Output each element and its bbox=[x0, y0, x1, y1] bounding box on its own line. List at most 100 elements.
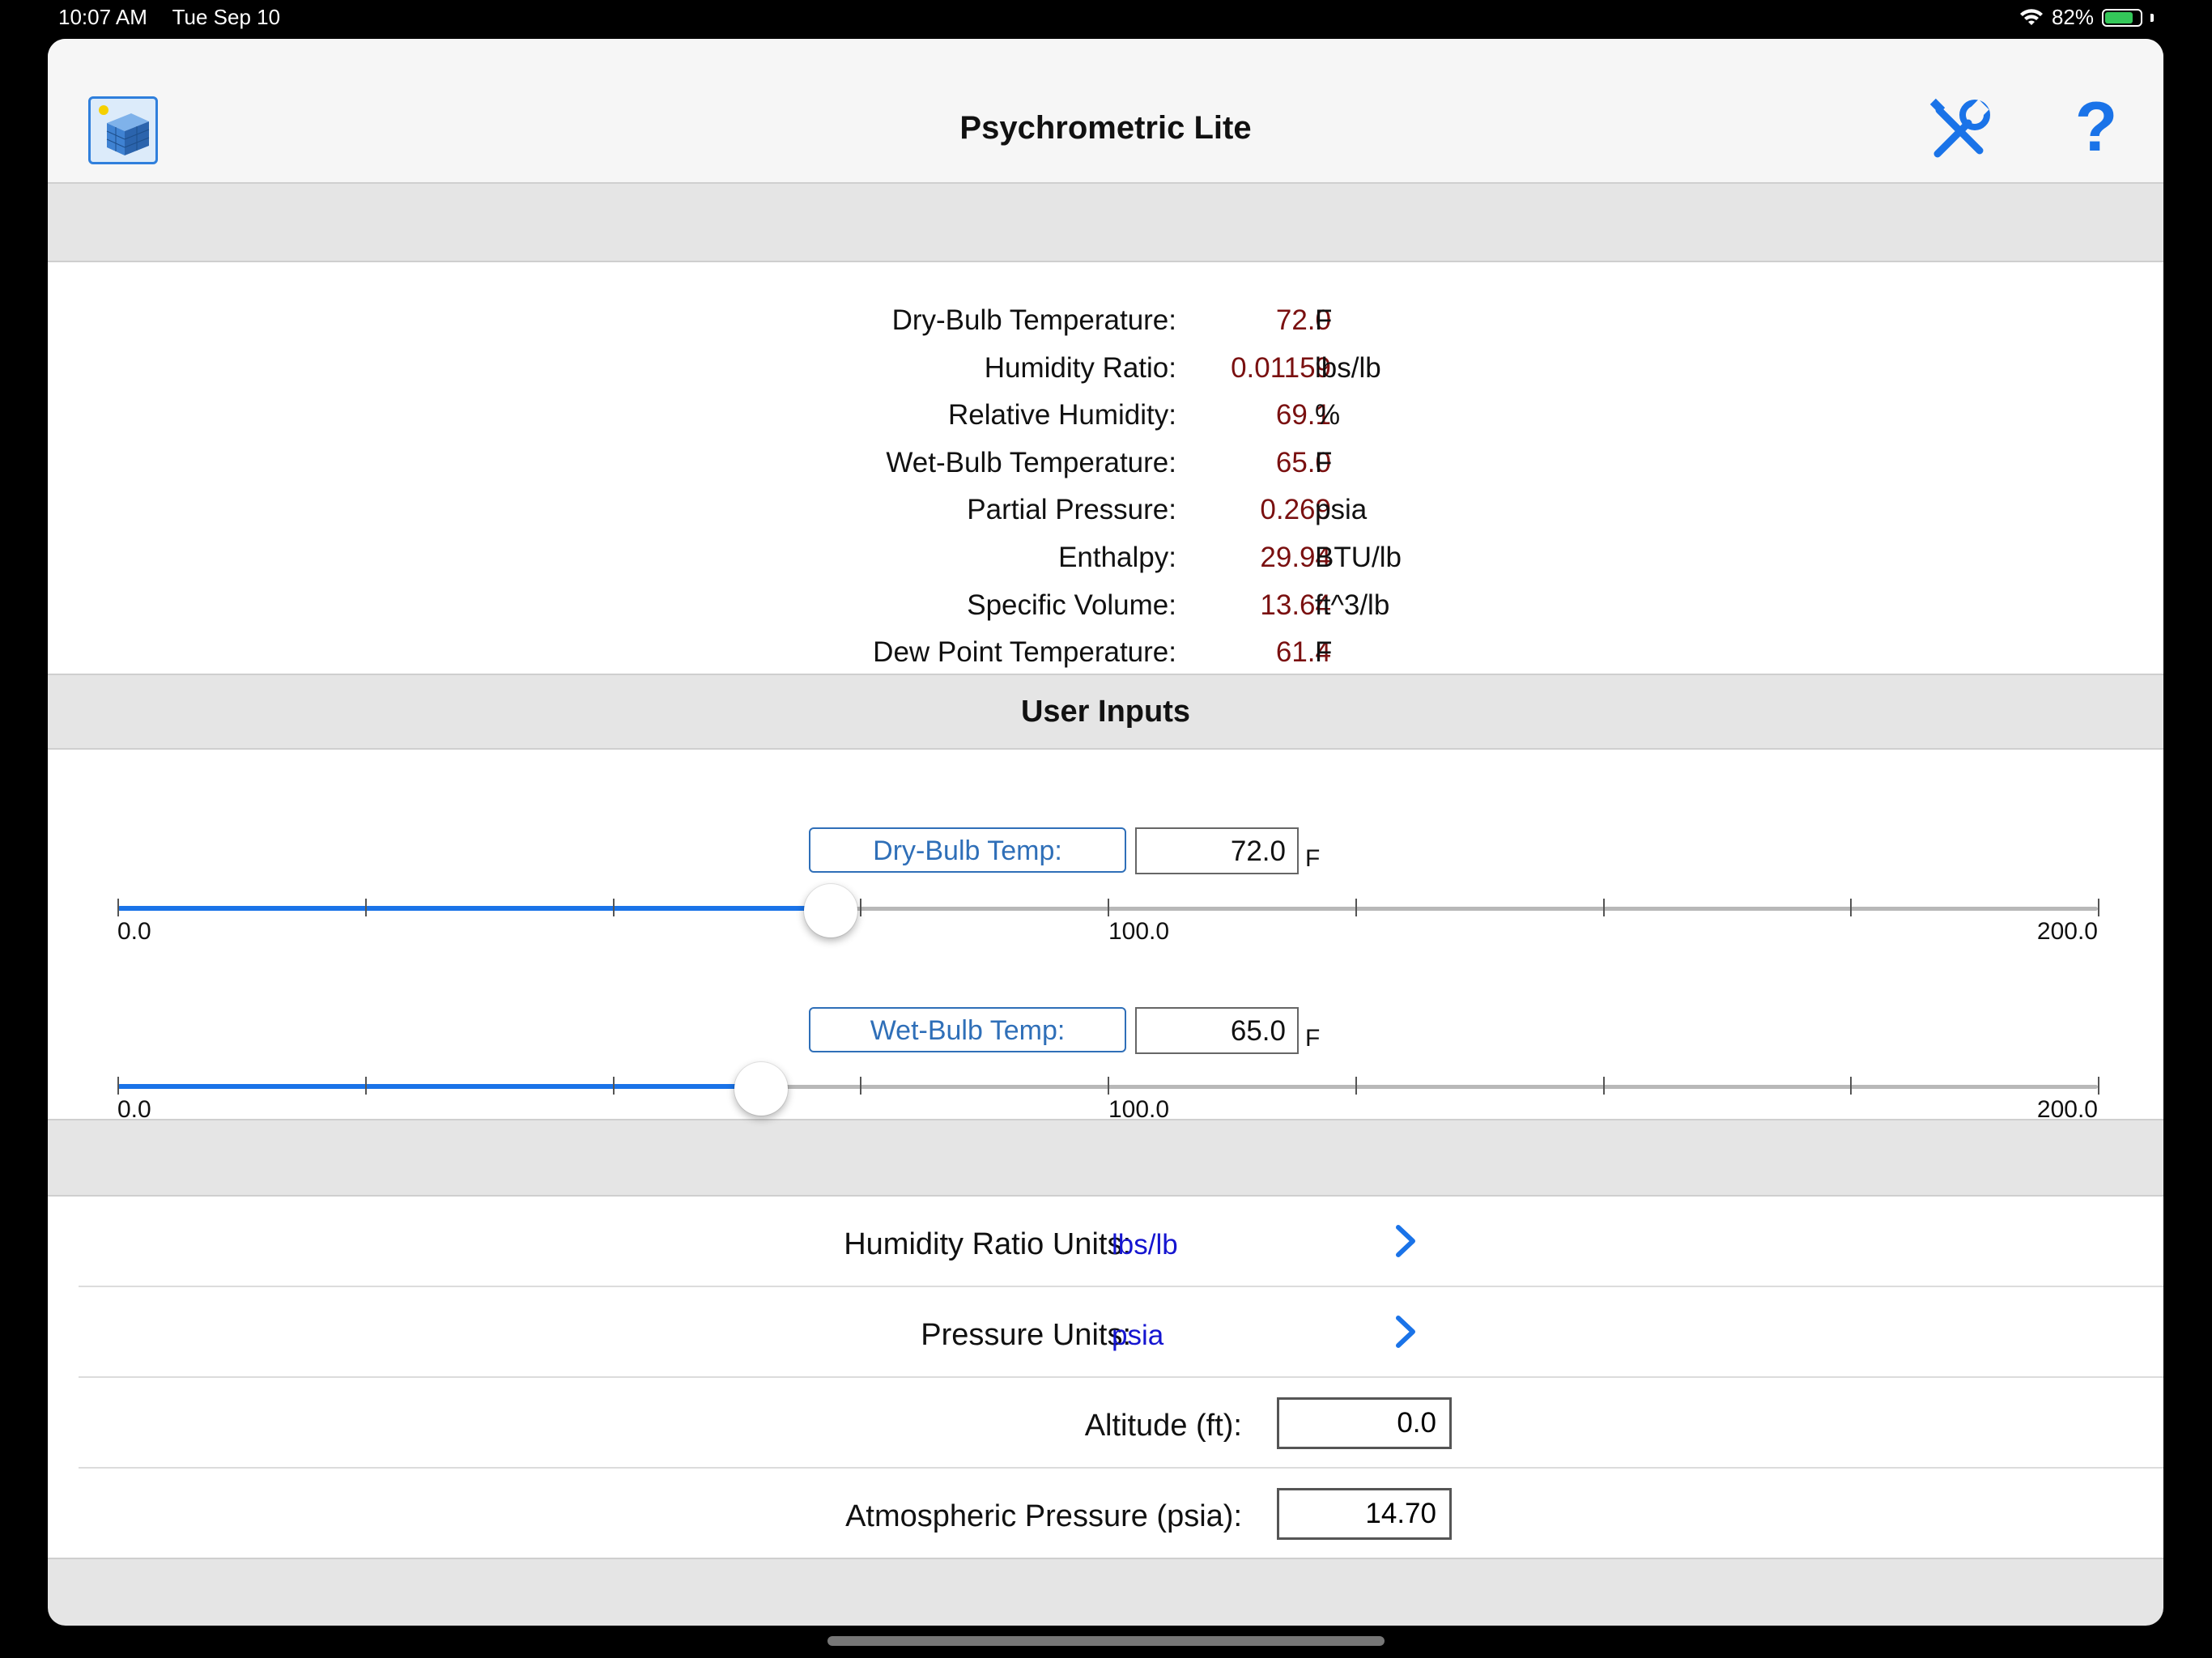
wet-bulb-temp-button[interactable]: Wet-Bulb Temp: bbox=[809, 1007, 1126, 1052]
slider-min-label: 0.0 bbox=[117, 918, 151, 945]
dry-bulb-temp-button[interactable]: Dry-Bulb Temp: bbox=[809, 827, 1126, 873]
wifi-icon bbox=[2019, 8, 2043, 25]
result-row: Enthalpy: 29.94 BTU/lb bbox=[48, 542, 2163, 589]
settings-tools-button[interactable] bbox=[1926, 97, 1993, 164]
result-value: 29.94 bbox=[1260, 542, 1331, 573]
slider-thumb[interactable] bbox=[804, 884, 857, 937]
navigation-bar: Psychrometric Lite ? bbox=[48, 39, 2163, 184]
home-indicator[interactable] bbox=[827, 1636, 1385, 1646]
result-row: Partial Pressure: 0.269 psia bbox=[48, 494, 2163, 541]
app-logo-button[interactable] bbox=[88, 96, 158, 164]
humidity-ratio-units-value: lbs/lb bbox=[1112, 1229, 1178, 1261]
result-label: Wet-Bulb Temperature: bbox=[886, 446, 1176, 478]
humidity-ratio-units-label: Humidity Ratio Units: bbox=[844, 1227, 1131, 1261]
question-mark-icon: ? bbox=[2074, 88, 2118, 166]
result-value: 69.1 bbox=[1275, 399, 1331, 432]
slider-fill bbox=[117, 1084, 761, 1089]
slider-tick bbox=[613, 899, 615, 916]
status-date: Tue Sep 10 bbox=[172, 5, 281, 29]
slider-tick bbox=[1603, 1077, 1605, 1095]
slider-tick bbox=[117, 1077, 119, 1095]
slider-min-label: 0.0 bbox=[117, 1096, 151, 1123]
result-unit: F bbox=[1315, 446, 1333, 478]
atmospheric-pressure-field[interactable]: 14.70 bbox=[1277, 1488, 1452, 1540]
result-label: Dew Point Temperature: bbox=[873, 636, 1176, 669]
result-unit: F bbox=[1315, 304, 1333, 336]
result-unit: ft^3/lb bbox=[1315, 589, 1390, 621]
chevron-right-icon[interactable] bbox=[1389, 1221, 1421, 1261]
slider-tick bbox=[860, 1077, 861, 1095]
slider-tick bbox=[860, 899, 861, 916]
slider-tick bbox=[1108, 1077, 1109, 1095]
slider-fill bbox=[117, 906, 831, 911]
wet-bulb-temp-slider[interactable]: 0.0 100.0 200.0 bbox=[117, 1062, 2099, 1123]
slider-max-label: 200.0 bbox=[2036, 1096, 2098, 1123]
status-bar: 10:07 AM Tue Sep 10 82% bbox=[0, 0, 2212, 36]
battery-cap bbox=[2150, 13, 2154, 22]
slider-tick bbox=[1850, 1077, 1852, 1095]
slider-tick bbox=[1108, 899, 1109, 916]
result-row: Specific Volume: 13.64 ft^3/lb bbox=[48, 589, 2163, 636]
slider-tick bbox=[117, 899, 119, 916]
dry-bulb-temp-slider[interactable]: 0.0 100.0 200.0 bbox=[117, 884, 2099, 945]
building-icon bbox=[99, 105, 150, 155]
results-panel: Dry-Bulb Temperature: 72.0 F Humidity Ratio… bbox=[48, 261, 2163, 675]
result-value: 13.64 bbox=[1260, 589, 1331, 621]
altitude-field[interactable]: 0.0 bbox=[1277, 1397, 1452, 1449]
result-unit: % bbox=[1315, 399, 1341, 432]
slider-tick bbox=[613, 1077, 615, 1095]
result-row: Humidity Ratio: 0.01159 lbs/lb bbox=[48, 352, 2163, 399]
wet-bulb-temp-field[interactable]: 65.0 bbox=[1135, 1007, 1299, 1054]
result-row: Wet-Bulb Temperature: 65.0 F bbox=[48, 447, 2163, 494]
pressure-units-value: psia bbox=[1112, 1320, 1164, 1351]
result-label: Relative Humidity: bbox=[947, 399, 1176, 432]
wet-bulb-temp-unit: F bbox=[1305, 1025, 1321, 1052]
slider-tick bbox=[1603, 899, 1605, 916]
altitude-label: Altitude (ft): bbox=[1084, 1409, 1242, 1443]
wrench-screwdriver-icon bbox=[1929, 98, 1990, 158]
slider-tick bbox=[365, 899, 367, 916]
battery-icon bbox=[2102, 8, 2142, 27]
user-inputs-panel: Dry-Bulb Temp: 72.0 F 0.0 100.0 200.0 We… bbox=[48, 748, 2163, 1123]
chevron-right-icon[interactable] bbox=[1389, 1312, 1421, 1352]
help-button[interactable]: ? bbox=[2064, 91, 2129, 164]
result-unit: F bbox=[1315, 636, 1333, 669]
app-window: Psychrometric Lite ? Dry-Bulb Temperatur… bbox=[48, 39, 2163, 1626]
slider-thumb[interactable] bbox=[734, 1062, 788, 1116]
result-row: Dry-Bulb Temperature: 72.0 F bbox=[48, 304, 2163, 351]
slider-tick bbox=[2098, 1077, 2099, 1095]
result-label: Specific Volume: bbox=[967, 589, 1176, 621]
slider-tick bbox=[1355, 1077, 1357, 1095]
settings-panel: Humidity Ratio Units: lbs/lb Pressure Un… bbox=[48, 1195, 2163, 1559]
slider-tick bbox=[1355, 899, 1357, 916]
result-unit: lbs/lb bbox=[1315, 351, 1381, 384]
slider-tick bbox=[2098, 899, 2099, 916]
user-inputs-header: User Inputs bbox=[1020, 695, 1191, 729]
slider-mid-label: 100.0 bbox=[1108, 1096, 1170, 1123]
page-title: Psychrometric Lite bbox=[959, 110, 1252, 146]
result-label: Enthalpy: bbox=[1058, 542, 1176, 573]
result-row: Dew Point Temperature: 61.4 F bbox=[48, 636, 2163, 683]
status-right: 82% bbox=[2019, 5, 2154, 30]
result-value: 72.0 bbox=[1275, 304, 1331, 336]
battery-percent: 82% bbox=[2051, 5, 2094, 29]
dry-bulb-temp-field[interactable]: 72.0 bbox=[1135, 827, 1299, 874]
result-label: Humidity Ratio: bbox=[984, 351, 1176, 384]
pressure-units-label: Pressure Units: bbox=[921, 1318, 1131, 1352]
result-value: 0.01159 bbox=[1231, 351, 1331, 384]
battery-level bbox=[2105, 11, 2133, 23]
dry-bulb-temp-unit: F bbox=[1305, 845, 1321, 872]
slider-tick bbox=[365, 1077, 367, 1095]
result-label: Dry-Bulb Temperature: bbox=[891, 304, 1176, 336]
slider-tick bbox=[1850, 899, 1852, 916]
atmospheric-pressure-label: Atmospheric Pressure (psia): bbox=[845, 1499, 1242, 1533]
result-unit: psia bbox=[1315, 494, 1368, 526]
result-row: Relative Humidity: 69.1% bbox=[48, 399, 2163, 446]
slider-mid-label: 100.0 bbox=[1108, 918, 1170, 945]
humidity-ratio-units-row[interactable]: Humidity Ratio Units: lbs/lb bbox=[79, 1197, 2163, 1287]
atmospheric-pressure-row: Atmospheric Pressure (psia): 14.70 bbox=[79, 1469, 2163, 1559]
pressure-units-row[interactable]: Pressure Units: psia bbox=[79, 1287, 2163, 1378]
result-value: 0.269 bbox=[1260, 494, 1331, 526]
altitude-row: Altitude (ft): 0.0 bbox=[79, 1378, 2163, 1469]
status-left: 10:07 AM Tue Sep 10 bbox=[58, 5, 300, 30]
